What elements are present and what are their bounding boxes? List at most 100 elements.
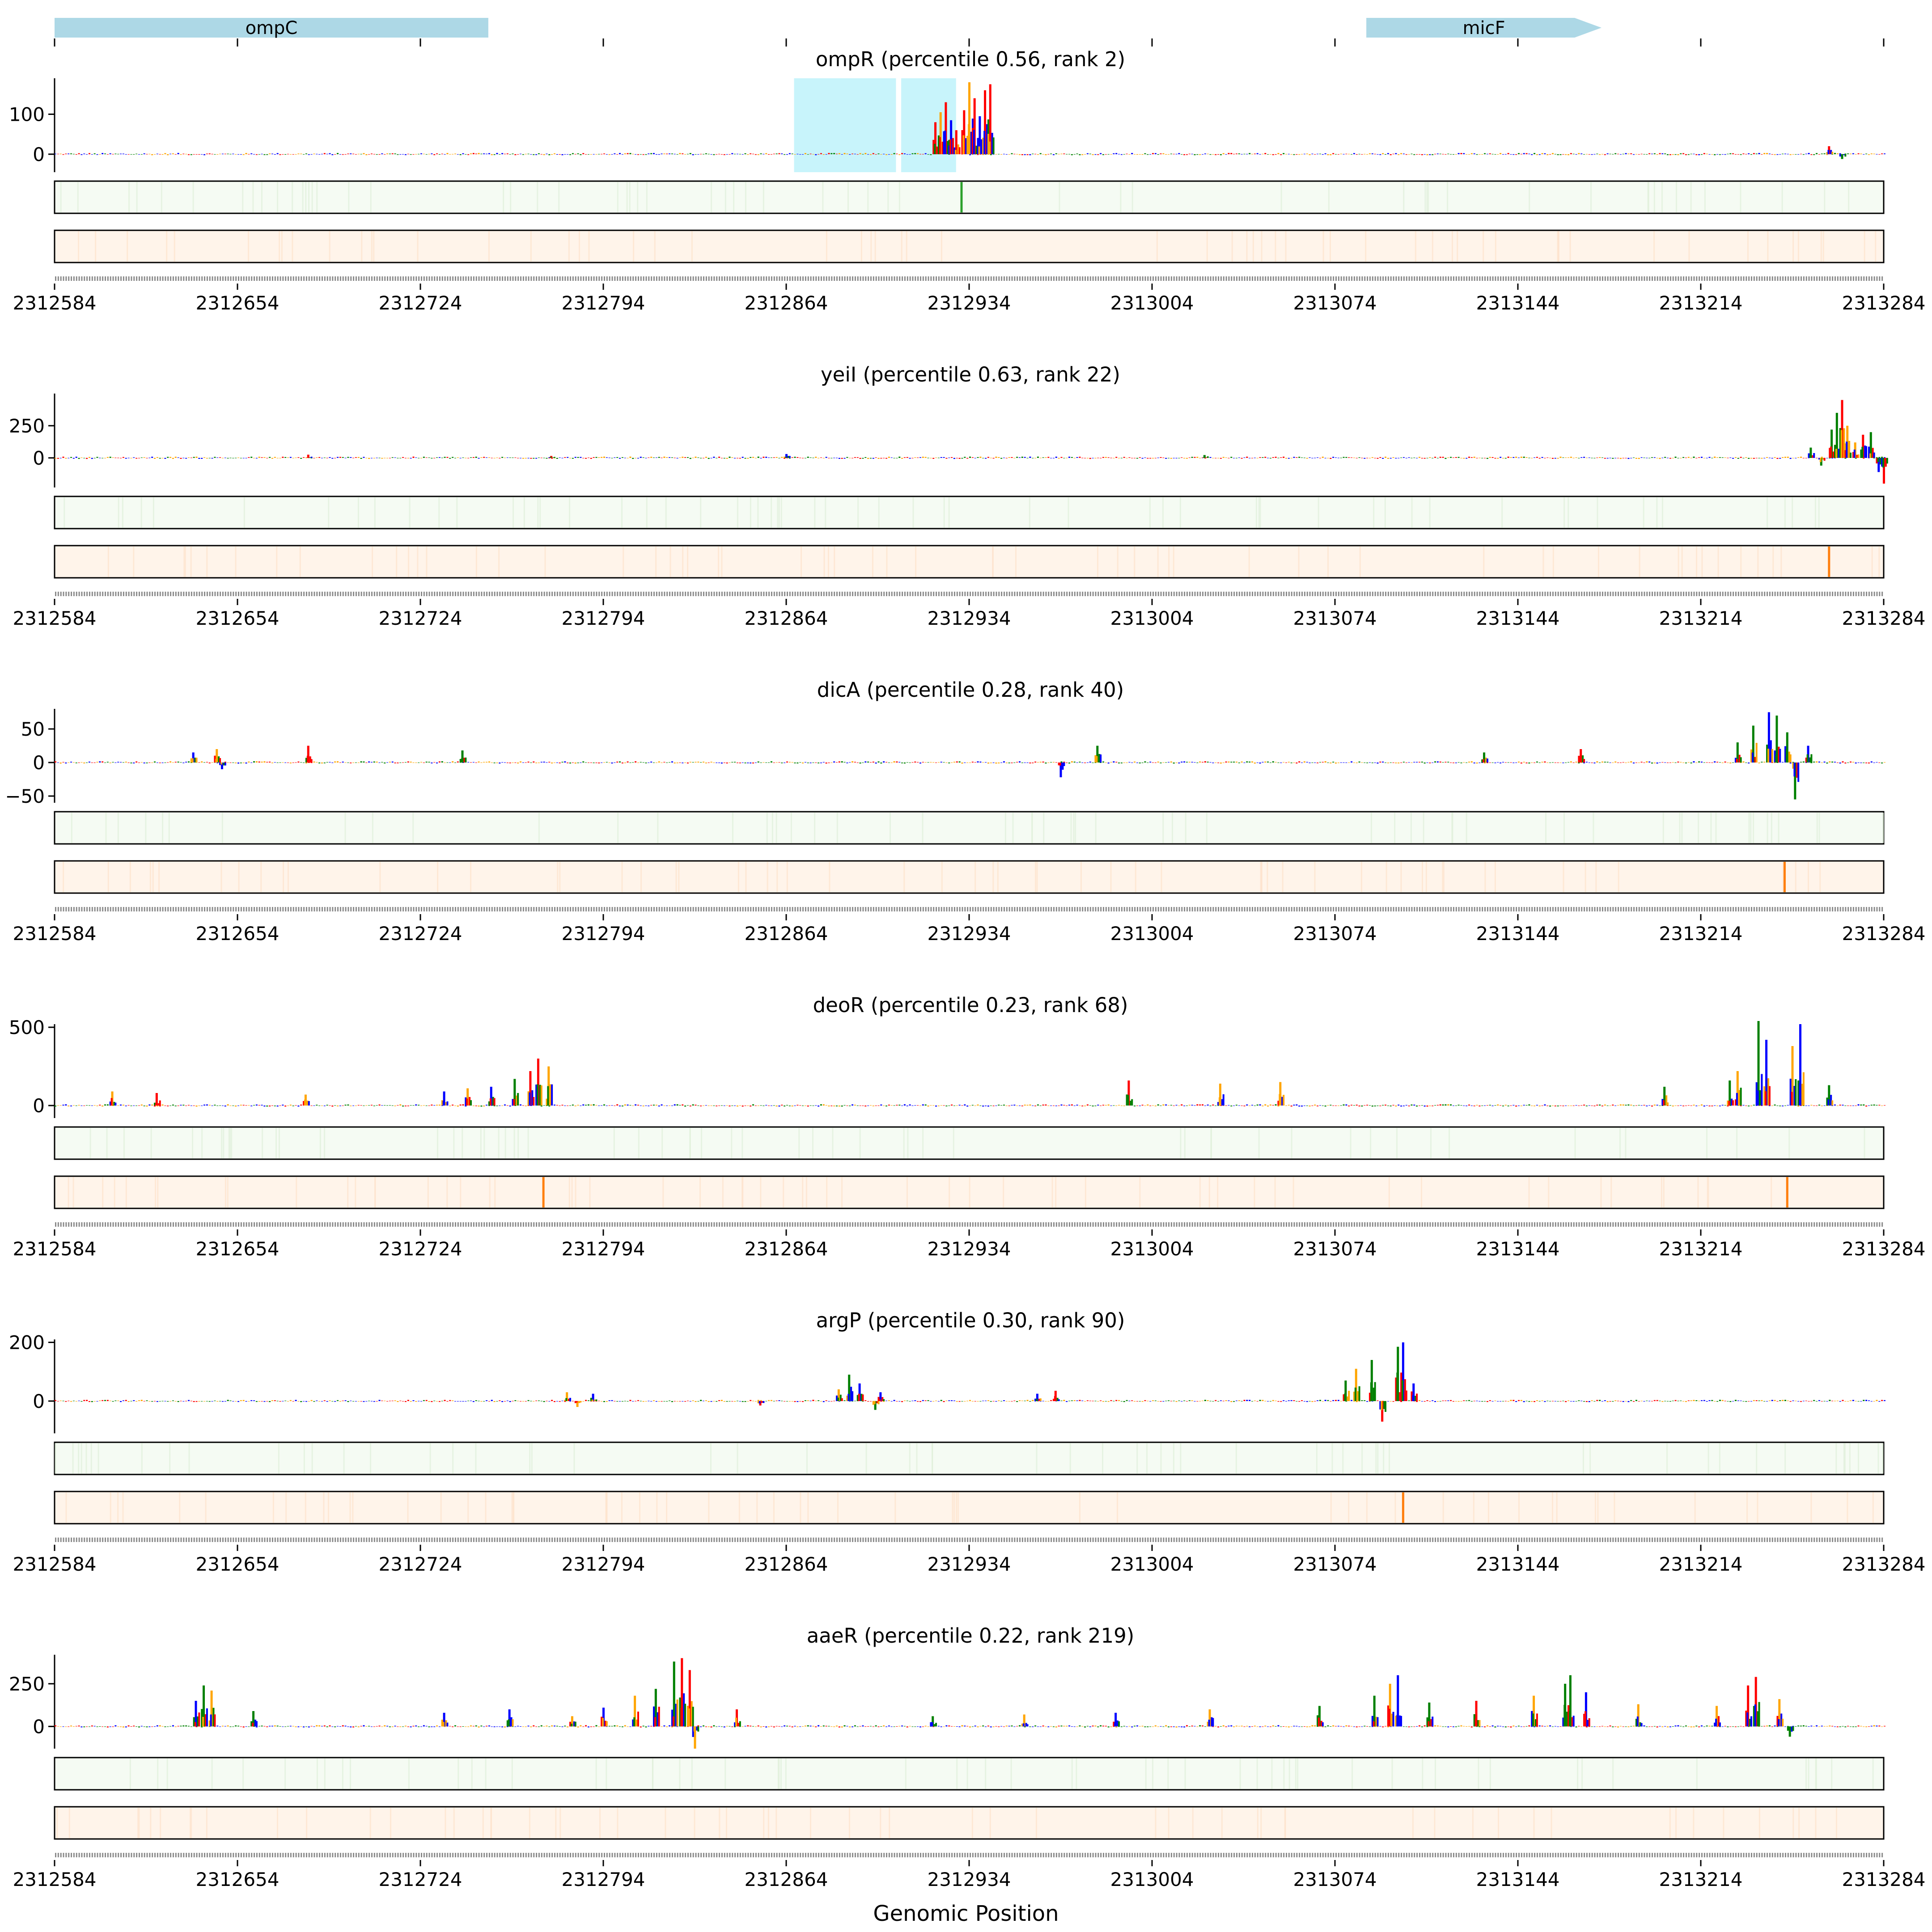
- sequence-letter: [146, 276, 148, 281]
- attribution-bar: [752, 457, 754, 458]
- sequence-letter: [449, 907, 451, 911]
- sequence-letter: [1526, 592, 1528, 596]
- sequence-letter: [1359, 276, 1360, 281]
- sequence-letter: [107, 907, 109, 911]
- sequence-letter: [1847, 276, 1849, 281]
- attribution-bar: [106, 762, 109, 763]
- sequence-letter: [559, 592, 561, 596]
- green-track-stripe: [777, 497, 779, 528]
- sequence-letter: [1097, 276, 1099, 281]
- sequence-letter: [1390, 276, 1392, 281]
- attribution-bar: [1280, 154, 1282, 155]
- sequence-letter: [734, 592, 736, 596]
- sequence-letter: [473, 907, 475, 911]
- attribution-bar: [1094, 154, 1097, 155]
- sequence-letter: [1265, 276, 1267, 281]
- sequence-letter: [1536, 592, 1538, 596]
- sequence-letter: [1727, 907, 1729, 911]
- attribution-peak: [224, 763, 226, 766]
- sequence-letter: [1283, 276, 1285, 281]
- sequence-letter: [577, 592, 579, 596]
- attribution-bar: [1452, 154, 1454, 155]
- sequence-letter: [1275, 592, 1277, 596]
- sequence-letter: [807, 592, 809, 596]
- y-tick-label: 0: [33, 144, 45, 165]
- attribution-bar: [1052, 762, 1055, 763]
- sequence-letter: [1027, 276, 1029, 281]
- sequence-letter: [1309, 907, 1311, 911]
- attribution-bar: [1319, 762, 1321, 763]
- attribution-bar: [1881, 153, 1883, 154]
- sequence-letter: [1424, 276, 1426, 281]
- attribution-bar: [1011, 153, 1013, 154]
- sequence-letter: [930, 907, 932, 911]
- sequence-letter: [896, 907, 898, 911]
- attribution-bar: [180, 762, 182, 763]
- sequence-letter: [1633, 592, 1635, 596]
- attribution-bar: [1525, 457, 1528, 458]
- sequence-letter: [1212, 592, 1214, 596]
- sequence-letter: [987, 907, 989, 911]
- attribution-bar: [1262, 457, 1264, 458]
- sequence-letter: [909, 907, 911, 911]
- sequence-letter: [282, 592, 284, 596]
- sequence-letter: [347, 907, 349, 911]
- sequence-letter: [745, 276, 746, 281]
- sequence-letter: [1199, 907, 1201, 911]
- attribution-bar: [1852, 762, 1854, 763]
- sequence-letter: [1380, 907, 1381, 911]
- attribution-bar: [55, 761, 56, 763]
- attribution-bar: [784, 154, 786, 155]
- sequence-letter: [1495, 907, 1496, 911]
- sequence-letter: [1121, 276, 1123, 281]
- attribution-bar: [1742, 761, 1745, 763]
- attribution-bar: [1390, 458, 1392, 459]
- sequence-letter: [305, 592, 307, 596]
- sequence-letter: [1254, 907, 1256, 911]
- sequence-letter: [1231, 276, 1233, 281]
- attribution-bar: [1460, 153, 1462, 154]
- sequence-letter: [128, 592, 130, 596]
- attribution-bar: [995, 154, 997, 155]
- sequence-letter: [980, 276, 982, 281]
- attribution-bar: [1847, 153, 1849, 154]
- sequence-letter: [220, 592, 221, 596]
- sequence-letter: [1635, 592, 1637, 596]
- sequence-letter: [321, 592, 323, 596]
- orange-track-stripe: [1260, 862, 1262, 892]
- sequence-letter: [1144, 592, 1146, 596]
- attribution-bar: [1215, 154, 1217, 155]
- sequence-letter: [575, 907, 576, 911]
- attribution-peak: [1483, 752, 1486, 763]
- sequence-letter: [570, 907, 572, 911]
- attribution-bar: [964, 457, 966, 458]
- sequence-letter: [755, 907, 757, 911]
- sequence-letter: [541, 276, 542, 281]
- attribution-bar: [88, 1105, 90, 1106]
- sequence-letter: [1027, 907, 1029, 911]
- sequence-letter: [1382, 592, 1384, 596]
- sequence-letter: [705, 907, 707, 911]
- attribution-bar: [59, 1105, 62, 1106]
- green-track-stripe: [1710, 813, 1712, 843]
- sequence-letter: [896, 592, 898, 596]
- sequence-letter: [959, 276, 961, 281]
- attribution-bar: [705, 153, 707, 154]
- attribution-peak: [310, 457, 313, 458]
- sequence-letter: [233, 276, 234, 281]
- attribution-bar: [203, 457, 206, 458]
- attribution-peak: [219, 758, 221, 763]
- attribution-bar: [880, 458, 882, 459]
- sequence-letter: [750, 907, 752, 911]
- sequence-letter: [1306, 907, 1308, 911]
- attribution-bar: [1272, 457, 1274, 458]
- sequence-letter: [1176, 592, 1178, 596]
- sequence-letter: [640, 907, 642, 911]
- sequence-letter: [468, 907, 470, 911]
- orange-track-stripe: [1457, 231, 1458, 262]
- attribution-bar: [342, 154, 344, 155]
- sequence-letter: [1338, 907, 1339, 911]
- sequence-letter: [1513, 592, 1515, 596]
- orange-track-stripe: [63, 862, 64, 892]
- sequence-letter: [1638, 907, 1640, 911]
